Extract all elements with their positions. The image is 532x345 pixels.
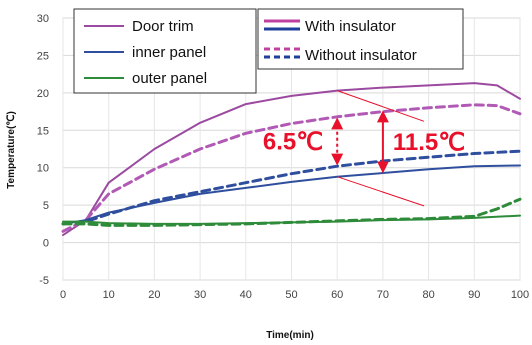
x-axis-title: Time(min) xyxy=(266,330,314,341)
legend-label-with-insulator: With insulator xyxy=(305,18,396,35)
series-line-door-trim-dashed xyxy=(61,103,522,233)
annotation-leader-lower xyxy=(337,176,425,207)
y-tick-label: 10 xyxy=(37,163,49,175)
x-tick-label: 50 xyxy=(285,289,297,301)
y-tick-label: 5 xyxy=(43,200,49,212)
series-line-outer-panel-dashed xyxy=(61,197,522,227)
y-tick-label: 15 xyxy=(37,125,49,137)
legend-label-outer-panel: outer panel xyxy=(132,70,207,87)
annotation-label-11-5: 11.5℃ xyxy=(393,129,465,156)
legend-series: Door trim inner panel outer panel xyxy=(73,8,257,94)
series-line-outer-panel-solid xyxy=(62,214,521,225)
y-tick-label: 25 xyxy=(37,50,49,62)
legend-label-without-insulator: Without insulator xyxy=(305,47,417,64)
y-tick-label: 0 xyxy=(43,238,49,250)
x-tick-label: 20 xyxy=(148,289,160,301)
annotation-label-6-5: 6.5℃ xyxy=(263,129,323,156)
x-tick-label: 60 xyxy=(331,289,343,301)
tick-labels: -5 0 5 10 15 20 25 30 0 10 20 30 40 50 60 70 80 90 100 xyxy=(37,13,529,301)
y-tick-label: -5 xyxy=(39,275,49,287)
x-tick-label: 90 xyxy=(468,289,480,301)
x-tick-label: 70 xyxy=(377,289,389,301)
y-tick-label: 30 xyxy=(37,13,49,25)
series-lines xyxy=(61,82,522,237)
legend-style: With insulator Without insulator xyxy=(257,8,464,70)
x-tick-label: 10 xyxy=(103,289,115,301)
x-tick-label: 0 xyxy=(60,289,66,301)
annotation-leader-upper xyxy=(337,90,425,122)
y-axis-title: Temperature(℃) xyxy=(6,111,17,189)
y-tick-label: 20 xyxy=(37,88,49,100)
x-tick-label: 30 xyxy=(194,289,206,301)
legend-label-door-trim: Door trim xyxy=(132,18,194,35)
x-tick-label: 80 xyxy=(422,289,434,301)
legend-label-inner-panel: inner panel xyxy=(132,44,206,61)
series-line-door-trim-solid xyxy=(62,82,521,237)
annotations: 6.5℃ 11.5℃ xyxy=(263,90,465,207)
series-line-inner-panel-dashed xyxy=(61,149,522,226)
legend-style-box xyxy=(257,8,464,70)
x-tick-label: 100 xyxy=(511,289,529,301)
x-tick-label: 40 xyxy=(240,289,252,301)
